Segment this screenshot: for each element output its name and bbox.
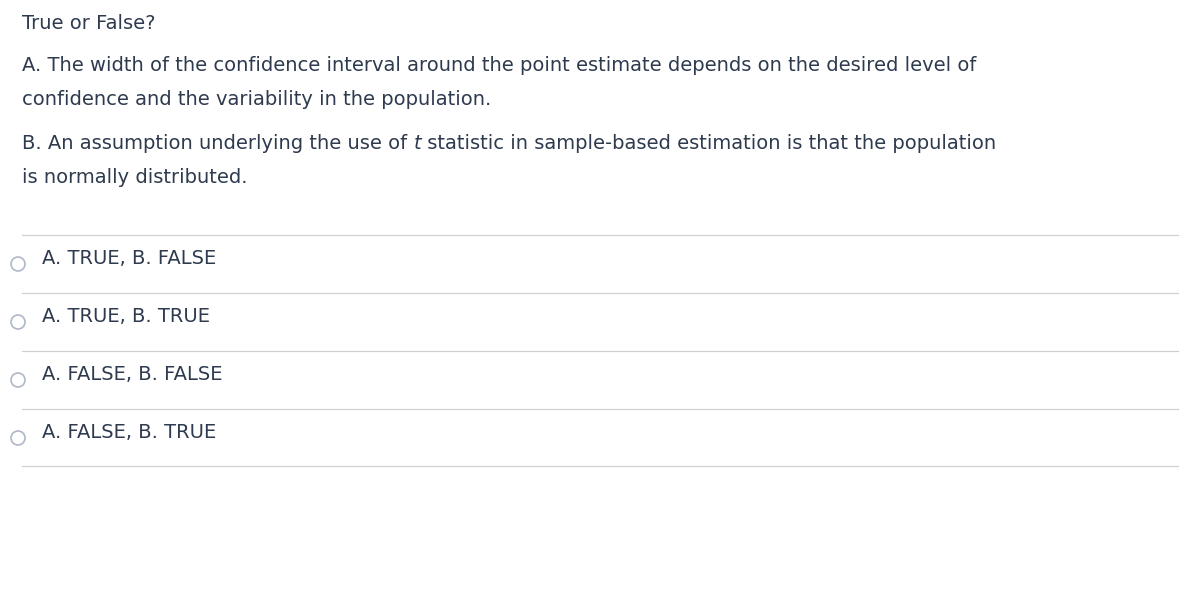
Text: A. TRUE, B. TRUE: A. TRUE, B. TRUE xyxy=(42,307,210,326)
Text: True or False?: True or False? xyxy=(22,14,156,33)
Text: A. TRUE, B. FALSE: A. TRUE, B. FALSE xyxy=(42,249,216,268)
Text: A. FALSE, B. FALSE: A. FALSE, B. FALSE xyxy=(42,365,222,384)
Text: A. FALSE, B. TRUE: A. FALSE, B. TRUE xyxy=(42,423,216,442)
Text: A. The width of the confidence interval around the point estimate depends on the: A. The width of the confidence interval … xyxy=(22,56,977,75)
Text: statistic in sample-based estimation is that the population: statistic in sample-based estimation is … xyxy=(421,134,996,153)
Text: t: t xyxy=(413,134,421,153)
Text: is normally distributed.: is normally distributed. xyxy=(22,168,247,187)
Text: confidence and the variability in the population.: confidence and the variability in the po… xyxy=(22,90,491,109)
Text: B. An assumption underlying the use of: B. An assumption underlying the use of xyxy=(22,134,413,153)
